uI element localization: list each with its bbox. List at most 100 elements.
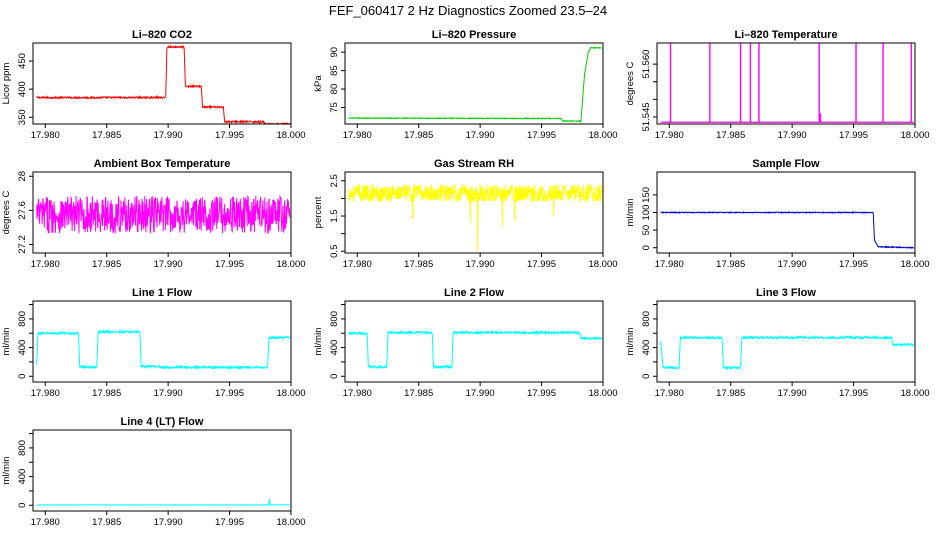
x-tick-label: 17.985 <box>92 517 121 528</box>
plot-frame <box>656 300 916 383</box>
y-tick-label: 800 <box>641 311 652 327</box>
y-tick-label: 1.5 <box>329 209 340 222</box>
y-tick-label: 28 <box>17 171 28 182</box>
x-tick-label: 17.985 <box>716 388 745 399</box>
y-axis-label: ml/min <box>625 199 636 227</box>
chart-panel-7: Line 1 Flow 17.980 17.985 17.990 17.995 18.00… <box>1 287 306 399</box>
x-tick-label: 17.990 <box>778 388 807 399</box>
chart-panel-6: Sample Flow 17.980 17.985 17.990 17.995 18.00… <box>625 158 930 270</box>
data-series <box>348 183 603 252</box>
x-tick-label: 18.000 <box>900 259 929 270</box>
data-series <box>660 43 914 123</box>
chart-panel-8: Line 2 Flow 17.980 17.985 17.990 17.995 18.00… <box>313 287 618 399</box>
x-tick-label: 17.990 <box>154 517 183 528</box>
x-tick-label: 17.980 <box>31 130 60 141</box>
y-tick-label: 85 <box>329 65 340 76</box>
y-axis-label: degrees C <box>625 61 636 105</box>
x-tick-label: 17.985 <box>92 388 121 399</box>
x-tick-label: 18.000 <box>588 388 617 399</box>
x-tick-label: 17.980 <box>655 388 684 399</box>
x-tick-label: 17.985 <box>716 259 745 270</box>
x-tick-label: 17.985 <box>404 130 433 141</box>
data-series <box>36 498 290 506</box>
data-series <box>348 329 603 370</box>
x-tick-label: 17.980 <box>655 259 684 270</box>
y-tick-label: 2.5 <box>329 174 340 187</box>
y-tick-label: 400 <box>17 81 28 97</box>
chart-panel-10: Line 4 (LT) Flow 17.980 17.985 17.990 17.995… <box>1 416 306 528</box>
x-tick-label: 17.985 <box>92 130 121 141</box>
y-tick-label: 0 <box>641 374 652 379</box>
data-series <box>660 210 915 249</box>
panel-title: Line 4 (LT) Flow <box>121 416 204 428</box>
y-tick-label: 800 <box>17 440 28 456</box>
panel-title: Line 2 Flow <box>444 287 504 299</box>
y-tick-label: 400 <box>17 469 28 485</box>
y-tick-label: 350 <box>17 109 28 125</box>
series-line <box>348 46 602 124</box>
y-tick-label: 0 <box>641 245 652 250</box>
y-tick-label: 800 <box>329 311 340 327</box>
y-tick-label: 0 <box>17 374 28 379</box>
x-tick-label: 17.990 <box>154 388 183 399</box>
chart-panel-9: Line 3 Flow 17.980 17.985 17.990 17.995 18.00… <box>625 287 930 399</box>
series-line <box>660 334 915 371</box>
x-tick-label: 17.995 <box>215 130 244 141</box>
x-tick-label: 18.000 <box>588 130 617 141</box>
panel-title: Line 3 Flow <box>756 287 816 299</box>
plot-frame <box>656 42 916 125</box>
plot-frame <box>344 171 604 254</box>
x-tick-label: 17.980 <box>343 388 372 399</box>
series-line <box>660 210 915 249</box>
x-tick-label: 18.000 <box>276 517 305 528</box>
chart-panel-1: Li–820 CO2 17.980 17.985 17.990 17.995 18.000… <box>1 29 306 141</box>
data-series <box>36 329 291 371</box>
data-series <box>36 194 291 234</box>
y-axis-label: degrees C <box>1 190 12 234</box>
x-tick-label: 18.000 <box>900 388 929 399</box>
x-tick-label: 17.995 <box>215 517 244 528</box>
y-tick-label: 27.2 <box>17 235 28 254</box>
y-axis-label: ml/min <box>1 457 12 485</box>
x-tick-label: 17.995 <box>527 130 556 141</box>
series-line <box>36 498 290 506</box>
y-axis-label: ml/min <box>625 328 636 356</box>
x-tick-label: 17.980 <box>31 517 60 528</box>
panel-title: Li–820 Temperature <box>734 29 837 41</box>
y-axis-label: percent <box>313 196 324 228</box>
series-line <box>348 329 603 370</box>
x-tick-label: 17.990 <box>466 259 495 270</box>
plot-frame <box>344 42 604 125</box>
y-axis-label: kPa <box>313 75 324 92</box>
panel-title: Li–820 Pressure <box>432 29 516 41</box>
panel-title: Li–820 CO2 <box>132 29 192 41</box>
plot-frame <box>32 171 292 254</box>
y-axis-label: Licor ppm <box>1 63 12 105</box>
series-line <box>36 44 290 126</box>
y-tick-label: 51.560 <box>641 50 652 79</box>
y-axis-label: ml/min <box>1 328 12 356</box>
x-tick-label: 17.990 <box>154 259 183 270</box>
x-tick-label: 17.990 <box>778 130 807 141</box>
x-tick-label: 18.000 <box>276 388 305 399</box>
panel-title: Line 1 Flow <box>132 287 192 299</box>
chart-panel-4: Ambient Box Temperature 17.980 17.985 17.99… <box>1 158 306 270</box>
y-axis-label: ml/min <box>313 328 324 356</box>
y-tick-label: 0 <box>329 374 340 379</box>
x-tick-label: 17.995 <box>215 388 244 399</box>
x-tick-label: 17.995 <box>839 259 868 270</box>
y-tick-label: 90 <box>329 47 340 58</box>
chart-panel-2: Li–820 Pressure 17.980 17.985 17.990 17.995 1… <box>313 29 618 141</box>
x-tick-label: 18.000 <box>276 259 305 270</box>
chart-panel-5: Gas Stream RH 17.980 17.985 17.990 17.995 18.… <box>313 158 618 270</box>
x-tick-label: 17.995 <box>215 259 244 270</box>
x-tick-label: 17.985 <box>716 130 745 141</box>
x-tick-label: 17.985 <box>404 388 433 399</box>
x-tick-label: 17.995 <box>839 388 868 399</box>
x-tick-label: 18.000 <box>276 130 305 141</box>
y-tick-label: 50 <box>641 225 652 236</box>
y-tick-label: 400 <box>641 340 652 356</box>
data-series <box>36 44 290 126</box>
y-tick-label: 400 <box>17 340 28 356</box>
data-series <box>660 334 915 371</box>
